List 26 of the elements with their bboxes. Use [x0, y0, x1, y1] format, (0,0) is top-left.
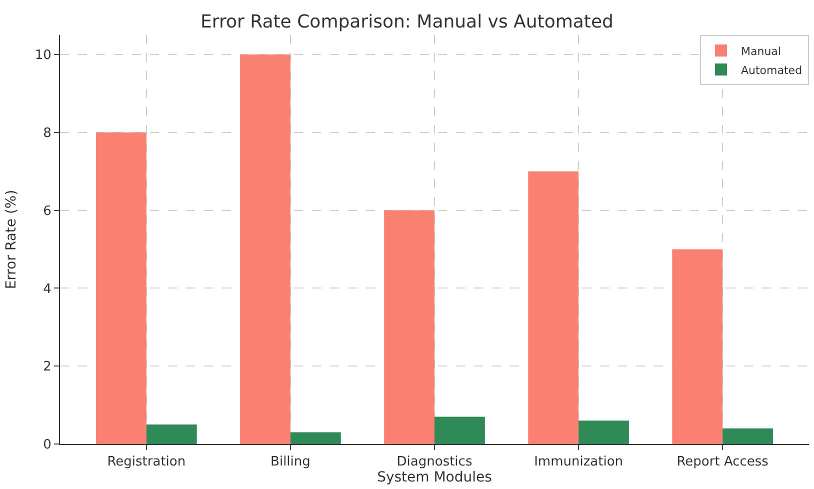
bar: [96, 132, 146, 444]
x-tick-label: Diagnostics: [396, 454, 472, 470]
y-tick-label: 4: [43, 282, 52, 297]
bar: [528, 171, 579, 444]
x-axis-title: System Modules: [377, 470, 492, 486]
x-tick-label: Immunization: [534, 454, 624, 470]
x-tick-label: Report Access: [676, 454, 769, 470]
bar: [384, 210, 434, 444]
bar: [434, 416, 485, 444]
y-tick-label: 0: [43, 438, 52, 453]
x-tick-label: Billing: [270, 454, 310, 470]
bar: [240, 54, 290, 444]
bar: [290, 432, 341, 444]
y-tick-label: 10: [34, 48, 52, 64]
legend-label: Automated: [741, 64, 802, 77]
legend-label: Manual: [741, 44, 781, 58]
y-tick-label: 6: [43, 204, 52, 219]
bar: [722, 428, 773, 444]
y-tick-label: 2: [43, 360, 52, 375]
x-tick-label: Registration: [107, 454, 186, 470]
y-tick-label: 8: [43, 126, 52, 141]
bar: [146, 424, 197, 444]
bar: [578, 420, 629, 444]
chart-title: Error Rate Comparison: Manual vs Automated: [200, 11, 614, 32]
y-axis-title: Error Rate (%): [3, 190, 20, 290]
bar: [672, 249, 723, 444]
